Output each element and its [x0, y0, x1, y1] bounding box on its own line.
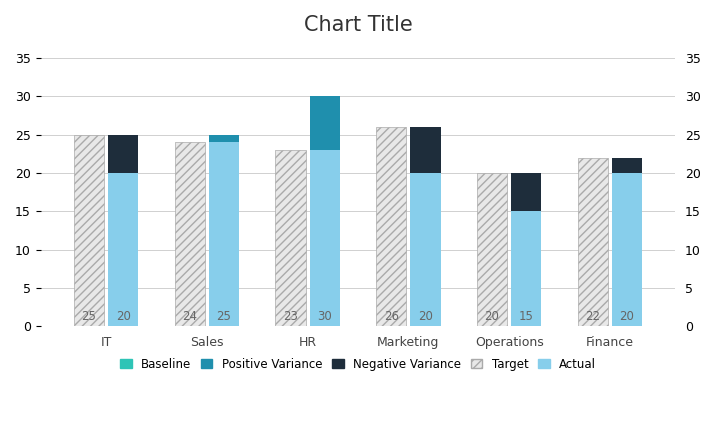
Bar	[209, 142, 239, 326]
Bar	[74, 135, 104, 326]
Text: 25: 25	[82, 310, 97, 323]
Text: 25: 25	[216, 310, 231, 323]
Text: 20: 20	[116, 310, 130, 323]
Bar	[477, 173, 507, 326]
Text: 30: 30	[317, 310, 332, 323]
Bar	[209, 135, 239, 142]
Bar	[108, 135, 138, 173]
Bar	[108, 173, 138, 326]
Bar	[511, 173, 541, 211]
Text: 23: 23	[283, 310, 298, 323]
Text: 24: 24	[183, 310, 197, 323]
Bar	[612, 158, 642, 173]
Bar	[410, 127, 440, 173]
Title: Chart Title: Chart Title	[304, 15, 412, 35]
Bar	[612, 173, 642, 326]
Bar	[175, 142, 205, 326]
Text: 15: 15	[519, 310, 533, 323]
Bar	[410, 173, 440, 326]
Text: 20: 20	[485, 310, 500, 323]
Text: 20: 20	[418, 310, 433, 323]
Bar	[511, 211, 541, 326]
Bar	[376, 127, 407, 326]
Text: 20: 20	[619, 310, 634, 323]
Bar	[309, 96, 340, 150]
Bar	[578, 158, 608, 326]
Bar	[309, 150, 340, 326]
Text: 22: 22	[585, 310, 600, 323]
Bar	[276, 150, 306, 326]
Text: 26: 26	[384, 310, 399, 323]
Legend: Baseline, Positive Variance, Negative Variance, Target, Actual: Baseline, Positive Variance, Negative Va…	[115, 353, 601, 375]
